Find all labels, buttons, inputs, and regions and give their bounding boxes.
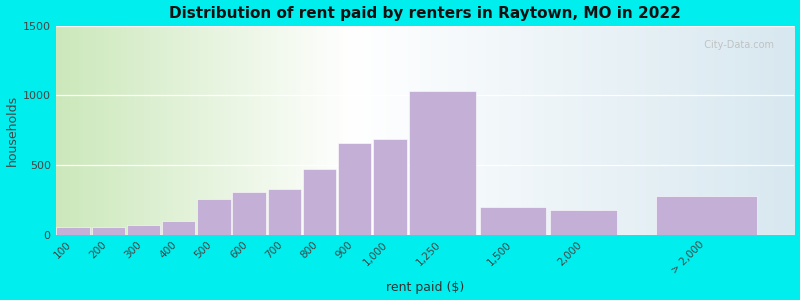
Bar [479, 208, 546, 235]
Bar [92, 227, 125, 235]
Bar [409, 91, 476, 235]
Bar [267, 189, 301, 235]
Bar [162, 221, 195, 235]
Bar [57, 227, 90, 235]
Bar [232, 192, 266, 235]
Bar [127, 225, 160, 235]
Y-axis label: households: households [6, 95, 18, 166]
Title: Distribution of rent paid by renters in Raytown, MO in 2022: Distribution of rent paid by renters in … [169, 6, 681, 21]
Bar [373, 139, 406, 235]
Bar [656, 196, 757, 235]
X-axis label: rent paid ($): rent paid ($) [386, 281, 464, 294]
Bar [197, 199, 230, 235]
Text: City-Data.com: City-Data.com [698, 40, 774, 50]
Bar [550, 210, 617, 235]
Bar [302, 169, 336, 235]
Bar [338, 143, 371, 235]
